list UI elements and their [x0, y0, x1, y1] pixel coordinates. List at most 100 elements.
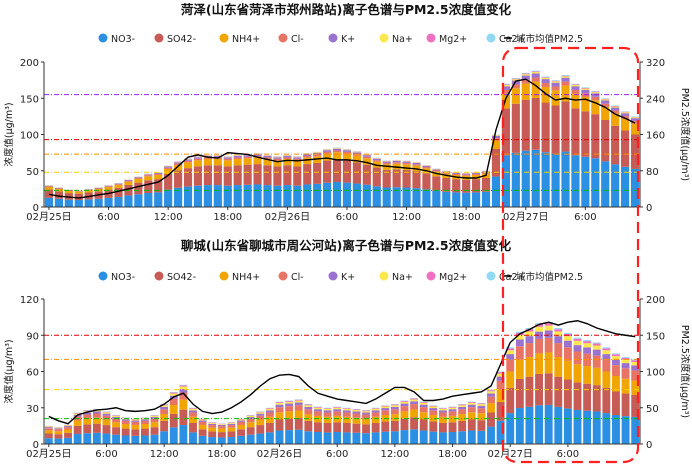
- bar-segment-NO3-: [601, 161, 609, 207]
- bar-segment-Cl-: [581, 93, 589, 97]
- bar-segment-K+: [420, 405, 428, 408]
- bar-segment-Ca2+: [611, 106, 619, 107]
- bar-segment-SO42-: [583, 384, 591, 411]
- bar-segment-Cl-: [55, 188, 63, 189]
- bar-segment-Cl-: [535, 339, 543, 354]
- bar-segment-Na+: [323, 150, 331, 151]
- bar-segment-NO3-: [372, 432, 380, 444]
- bar-segment-Cl-: [83, 415, 91, 419]
- bar-segment-NH4+: [622, 379, 630, 394]
- bar-segment-Na+: [234, 155, 242, 156]
- bar-segment-NO3-: [204, 185, 212, 207]
- bar-segment-NH4+: [228, 428, 236, 432]
- bar-segment-Mg2+: [439, 408, 447, 409]
- bar-segment-NO3-: [522, 151, 530, 207]
- bar-segment-SO42-: [621, 130, 629, 166]
- bar-segment-Cl-: [324, 412, 332, 416]
- bar-segment-Cl-: [439, 412, 447, 416]
- y2-tick-label: 0: [646, 440, 652, 451]
- bar-segment-NO3-: [184, 187, 192, 207]
- bar-segment-NH4+: [506, 372, 514, 388]
- bar-segment-NH4+: [247, 422, 255, 427]
- bar-segment-SO42-: [420, 419, 428, 430]
- bar-segment-Na+: [622, 360, 630, 363]
- bar-segment-SO42-: [151, 427, 159, 435]
- bar-segment-K+: [422, 166, 430, 167]
- legend-label: NO3-: [111, 34, 135, 45]
- bar-segment-Na+: [401, 402, 409, 404]
- chart-title: 聊城(山东省聊城市周公河站)离子色谱与PM2.5浓度值变化: [181, 238, 512, 253]
- bar-segment-Cl-: [561, 82, 569, 86]
- y2-axis-label: PM2.5浓度值(μg/m³): [679, 88, 691, 181]
- bar-segment-K+: [468, 405, 476, 408]
- bar-segment-SO42-: [74, 426, 82, 434]
- bar-segment-NO3-: [363, 185, 371, 207]
- bar-segment-Cl-: [114, 184, 122, 185]
- bar-segment-NH4+: [583, 366, 591, 384]
- bar-segment-K+: [314, 409, 322, 411]
- bar-segment-NH4+: [621, 119, 629, 130]
- bar-segment-Mg2+: [266, 408, 274, 409]
- bar-segment-NH4+: [401, 411, 409, 418]
- bar-segment-K+: [612, 360, 620, 365]
- x-tick-label: 6:00: [95, 449, 117, 460]
- bar-segment-Cl-: [276, 407, 284, 412]
- bar-segment-NH4+: [631, 381, 639, 395]
- y2-axis-label: PM2.5浓度值(μg/m³): [679, 325, 691, 418]
- bar-segment-Cl-: [564, 347, 572, 360]
- bar-segment-Mg2+: [103, 412, 111, 413]
- y-tick-label: 120: [20, 295, 39, 306]
- bar-segment-SO42-: [333, 422, 341, 432]
- bar-segment-K+: [85, 189, 93, 190]
- bar-segment-NH4+: [564, 361, 572, 380]
- bar-segment-SO42-: [276, 419, 284, 430]
- bar-segment-Cl-: [401, 406, 409, 411]
- x-tick-label: 18:00: [213, 212, 242, 223]
- bar-segment-SO42-: [304, 421, 312, 431]
- bar-segment-NO3-: [532, 150, 540, 207]
- legend-label: SO42-: [167, 34, 196, 45]
- bar-segment-Mg2+: [571, 84, 579, 85]
- bar-segment-Cl-: [373, 160, 381, 161]
- bar-segment-NH4+: [439, 417, 447, 423]
- bar-segment-NO3-: [324, 432, 332, 444]
- bar-segment-NH4+: [134, 179, 142, 183]
- bar-segment-SO42-: [612, 391, 620, 415]
- bar-segment-Cl-: [194, 159, 202, 161]
- bar-segment-Mg2+: [583, 341, 591, 343]
- bar-segment-K+: [611, 108, 619, 111]
- bar-segment-Na+: [602, 350, 610, 354]
- bar-segment-NO3-: [114, 197, 122, 207]
- bar-segment-NO3-: [224, 186, 232, 207]
- bar-segment-NH4+: [160, 414, 168, 421]
- bar-segment-Ca2+: [502, 84, 510, 85]
- bar-segment-Cl-: [487, 397, 495, 404]
- bar-segment-Cl-: [602, 360, 610, 372]
- bar-segment-NH4+: [83, 419, 91, 425]
- bar-segment-SO42-: [542, 103, 550, 153]
- bar-segment-K+: [497, 377, 505, 381]
- x-tick-label: 6:00: [574, 212, 596, 223]
- bar-segment-Mg2+: [74, 413, 82, 414]
- bar-segment-SO42-: [234, 165, 242, 185]
- bar-segment-K+: [564, 341, 572, 348]
- legend-line-label: 城市均值PM2.5: [516, 271, 583, 283]
- bar-segment-NO3-: [75, 200, 83, 207]
- legend-label: Cl-: [291, 272, 304, 283]
- bar-segment-NO3-: [487, 427, 495, 444]
- bar-segment-K+: [516, 339, 524, 346]
- bar-segment-K+: [343, 410, 351, 412]
- bar-segment-NO3-: [112, 435, 120, 444]
- bar-segment-Mg2+: [276, 402, 284, 403]
- bar-segment-Cl-: [410, 404, 418, 410]
- bar-segment-NH4+: [237, 425, 245, 429]
- bar-segment-K+: [103, 414, 111, 416]
- bar-segment-K+: [410, 401, 418, 404]
- bar-segment-SO42-: [179, 410, 187, 425]
- bar-segment-Mg2+: [151, 415, 159, 416]
- bar-segment-Mg2+: [449, 407, 457, 408]
- bar-segment-NO3-: [551, 154, 559, 207]
- bar-segment-Na+: [535, 327, 543, 332]
- bar-segment-K+: [631, 118, 639, 121]
- bar-segment-K+: [122, 419, 130, 421]
